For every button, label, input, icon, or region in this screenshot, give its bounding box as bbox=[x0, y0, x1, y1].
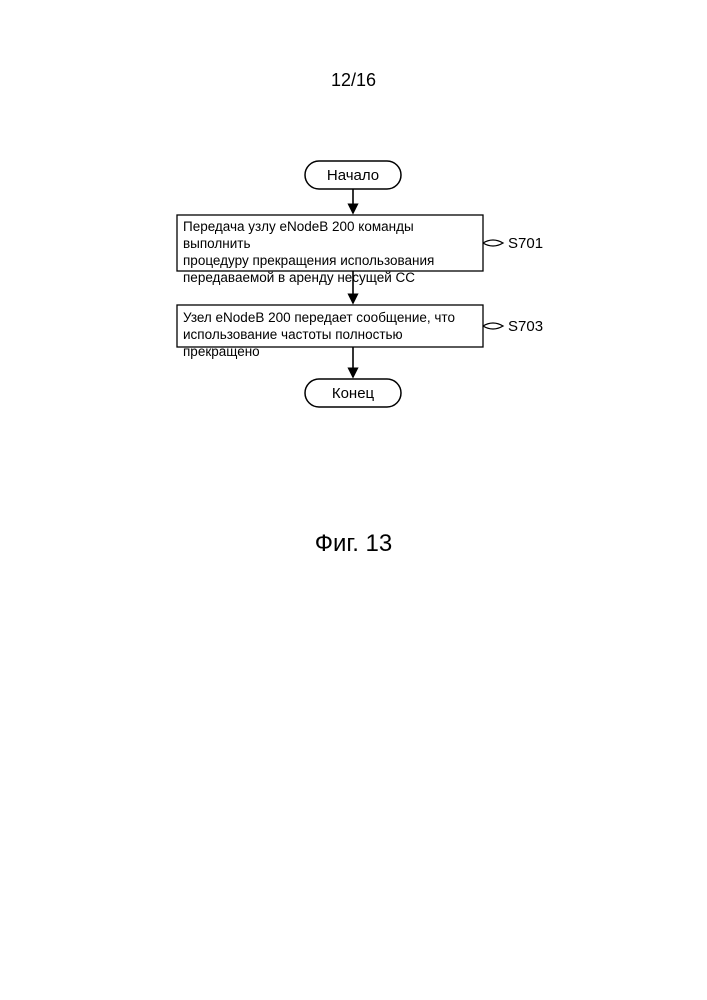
process-2-text: Узел eNodeB 200 передает сообщение, что … bbox=[183, 309, 477, 360]
page: 12/16 Начало S701 bbox=[0, 0, 707, 1000]
start-label: Начало bbox=[327, 167, 379, 184]
process-1-line-1: Передача узлу eNodeB 200 команды выполни… bbox=[183, 218, 477, 252]
end-label: Конец bbox=[332, 385, 375, 402]
flowchart-svg: Начало S701 S703 Конец bbox=[0, 145, 707, 445]
step-label-s701: S701 bbox=[508, 235, 543, 252]
process-2-line-2: использование частоты полностью прекраще… bbox=[183, 326, 477, 360]
process-2-line-1: Узел eNodeB 200 передает сообщение, что bbox=[183, 309, 477, 326]
process-1-line-3: передаваемой в аренду несущей CC bbox=[183, 269, 477, 286]
figure-label: Фиг. 13 bbox=[0, 530, 707, 558]
step-label-s703: S703 bbox=[508, 318, 543, 335]
connector-s703 bbox=[483, 323, 503, 329]
start-node: Начало bbox=[305, 161, 401, 189]
page-number: 12/16 bbox=[0, 70, 707, 91]
flowchart-container: Начало S701 S703 Конец bbox=[0, 145, 707, 495]
process-1-line-2: процедуру прекращения использования bbox=[183, 252, 477, 269]
end-node: Конец bbox=[305, 379, 401, 407]
process-1-text: Передача узлу eNodeB 200 команды выполни… bbox=[183, 218, 477, 286]
connector-s701 bbox=[483, 240, 503, 246]
